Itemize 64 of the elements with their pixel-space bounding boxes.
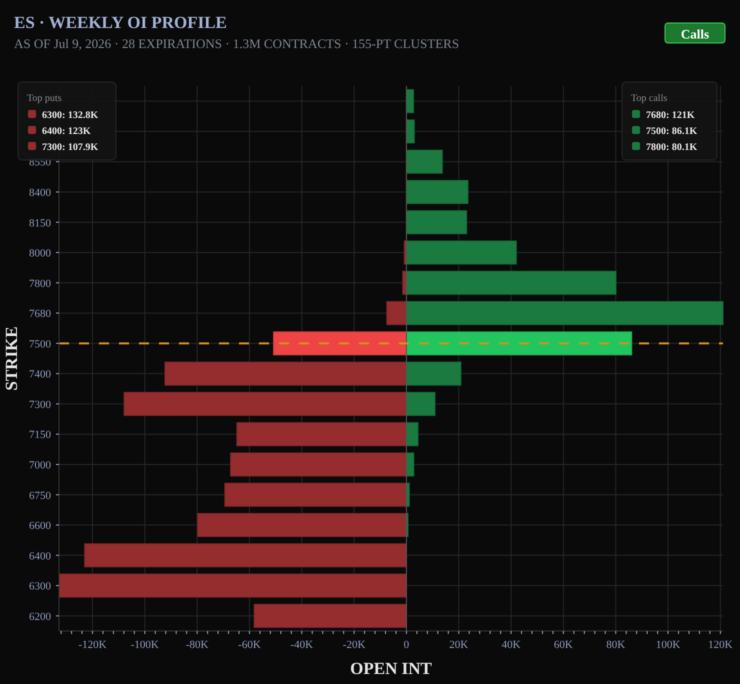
x-axis-title: OPEN INT <box>350 659 433 678</box>
bar <box>230 452 407 476</box>
y-tick-label: 7800 <box>29 278 52 290</box>
bar <box>84 543 407 568</box>
annotation: 7680: 121K <box>646 110 695 121</box>
x-tick-label: -80K <box>186 639 208 651</box>
y-tick-label: 6200 <box>29 610 52 623</box>
y-tick-label: 7000 <box>29 459 52 472</box>
y-tick-label: 7400 <box>29 368 52 381</box>
x-tick-label: 80K <box>606 639 626 651</box>
x-tick-label: 0 <box>404 639 410 651</box>
bar <box>386 301 407 326</box>
x-tick-label: -100K <box>130 639 159 651</box>
bar <box>406 452 414 476</box>
bar <box>406 150 443 174</box>
y-axis-title: STRIKE <box>2 326 21 391</box>
x-tick-label: 60K <box>554 639 573 651</box>
x-tick-label: -120K <box>78 639 107 651</box>
bar <box>124 392 407 416</box>
y-tick-label: 6400 <box>29 550 52 562</box>
bar <box>406 362 462 386</box>
bar <box>406 331 632 356</box>
bar <box>406 301 724 326</box>
y-tick-label: 6300 <box>29 580 52 593</box>
x-tick-label: 20K <box>449 639 468 651</box>
bar <box>164 362 407 386</box>
bar <box>236 422 407 446</box>
x-tick-label: 40K <box>502 639 521 651</box>
bar <box>406 210 468 234</box>
bar <box>406 119 415 144</box>
annotation: 7800: 80.1K <box>646 142 698 153</box>
x-tick-label: -20K <box>342 639 366 651</box>
x-tick-label: 120K <box>708 639 733 651</box>
chart-title: ES · WEEKLY OI PROFILE <box>14 13 227 32</box>
y-tick-label: 8150 <box>29 217 52 230</box>
annotation: 6400: 123K <box>42 126 91 137</box>
bar <box>406 270 616 295</box>
y-tick-label: 7300 <box>29 398 52 411</box>
y-tick-label: 7150 <box>29 429 52 442</box>
y-tick-label: 6600 <box>29 520 52 532</box>
bar <box>406 180 468 204</box>
x-tick-label: -60K <box>238 639 261 651</box>
bar <box>273 331 407 356</box>
y-tick-label: 7680 <box>29 308 52 320</box>
annotation: Top puts <box>27 93 62 104</box>
annotation: Top calls <box>631 93 668 104</box>
x-tick-label: -40K <box>290 639 314 651</box>
annotation: 6300: 132.8K <box>42 110 98 121</box>
annotation: 7300: 107.9K <box>42 142 98 153</box>
chart-subtitle: AS OF Jul 9, 2026 · 28 EXPIRATIONS · 1.3M CONTRACTS · 155-PT CLUSTERS <box>14 36 460 51</box>
calls-button: Calls <box>664 22 726 44</box>
x-tick-label: 100K <box>656 639 680 651</box>
y-tick-label: 6750 <box>29 490 52 502</box>
bar <box>224 482 407 507</box>
bar <box>406 422 418 446</box>
bar <box>406 392 436 416</box>
bar <box>197 513 407 538</box>
y-tick-label: 8000 <box>29 248 52 260</box>
bar <box>254 604 407 628</box>
bar <box>406 240 517 265</box>
y-tick-label: 8400 <box>29 186 52 199</box>
annotation: 7500: 86.1K <box>646 126 698 137</box>
bar <box>58 574 407 598</box>
y-tick-label: 7500 <box>29 338 52 350</box>
